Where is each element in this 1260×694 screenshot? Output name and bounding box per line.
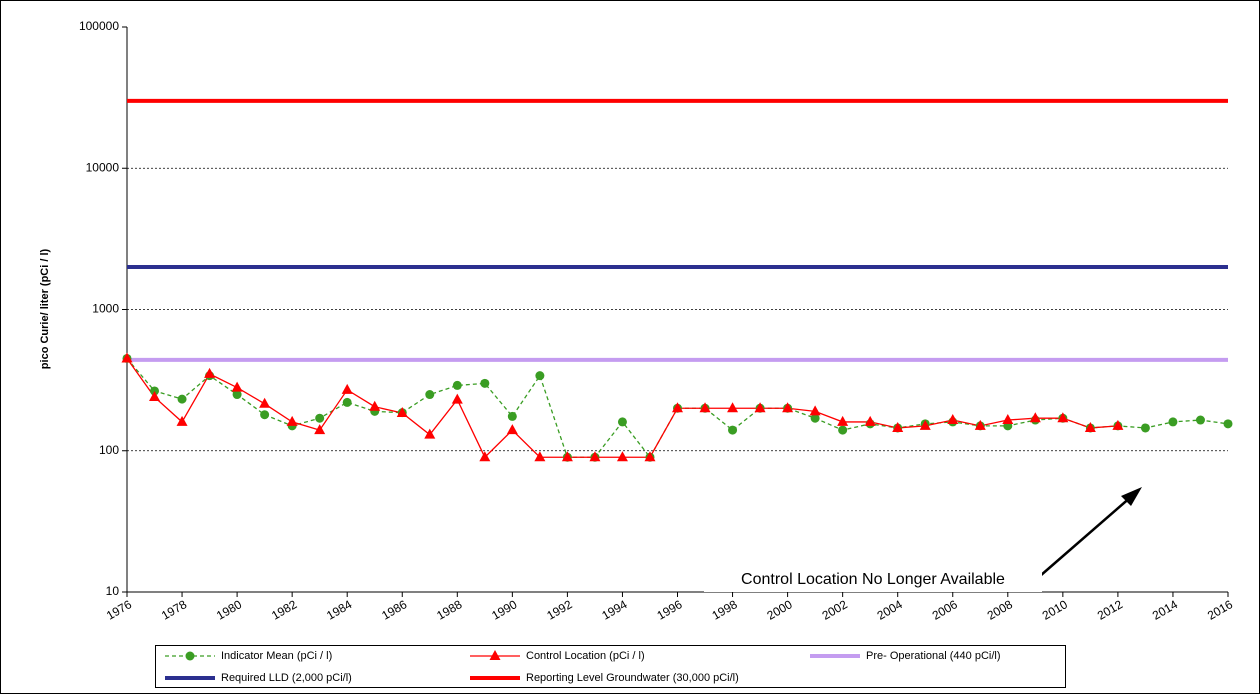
point: [451, 393, 463, 404]
legend-label: Control Location (pCi / l): [526, 650, 645, 662]
y-tick-label: 100: [99, 443, 119, 457]
point: [561, 451, 573, 462]
point: [919, 419, 931, 430]
point: [150, 386, 160, 396]
point: [728, 425, 738, 435]
point: [1195, 415, 1205, 425]
point: [1112, 419, 1124, 430]
point: [204, 367, 216, 378]
point: [177, 394, 187, 404]
point: [837, 415, 849, 426]
point: [396, 407, 408, 418]
point: [259, 397, 271, 408]
legend-label: Reporting Level Groundwater (30,000 pCi/…: [526, 672, 739, 684]
point: [314, 424, 326, 435]
point: [1084, 421, 1096, 432]
y-tick-label: 10: [106, 584, 120, 598]
point: [617, 417, 627, 427]
point: [1140, 423, 1150, 433]
legend-marker: [185, 651, 195, 661]
point: [672, 402, 683, 413]
point: [1168, 417, 1178, 427]
point: [534, 451, 546, 462]
legend-label: Required LLD (2,000 pCi/l): [221, 672, 352, 684]
point: [947, 414, 959, 425]
legend: [155, 645, 1066, 688]
point: [369, 400, 381, 411]
point: [506, 424, 518, 435]
point: [341, 383, 353, 394]
annotation-bg: [704, 568, 1042, 592]
point: [149, 391, 161, 402]
annotation-arrowhead: [1121, 487, 1142, 506]
point: [782, 402, 794, 413]
point: [452, 380, 462, 390]
point: [342, 397, 352, 407]
point: [727, 402, 739, 413]
point: [616, 451, 628, 462]
y-tick-label: 1000: [92, 302, 119, 316]
legend-label: Pre- Operational (440 pCi/l): [866, 650, 1001, 662]
legend-marker: [489, 650, 501, 660]
point: [479, 451, 491, 462]
annotation: Control Location No Longer Available: [741, 571, 1005, 588]
point: [315, 413, 325, 423]
point: [754, 402, 766, 413]
legend-label: Indicator Mean (pCi / l): [221, 650, 332, 662]
point: [892, 421, 904, 432]
point: [231, 381, 243, 392]
point: [260, 410, 270, 420]
point: [507, 411, 517, 421]
point: [810, 413, 820, 423]
annotation-arrow: [1039, 495, 1133, 577]
point: [424, 428, 436, 439]
point: [644, 451, 656, 462]
point: [1029, 412, 1041, 423]
point: [838, 425, 848, 435]
point: [176, 415, 188, 426]
point: [864, 415, 876, 426]
point: [699, 402, 711, 413]
point: [1002, 414, 1014, 425]
y-tick-label: 100000: [79, 19, 119, 33]
point: [121, 352, 133, 363]
y-axis-label: pico Curie/ liter (pCi / l): [39, 248, 51, 369]
point: [535, 371, 545, 381]
point: [589, 451, 601, 462]
point: [425, 390, 435, 400]
series-line: [126, 358, 1229, 459]
point: [1223, 419, 1233, 429]
y-tick-label: 10000: [86, 160, 120, 174]
point: [480, 378, 490, 388]
point: [809, 405, 821, 416]
point: [286, 415, 298, 426]
point: [232, 390, 242, 400]
point: [1057, 412, 1069, 423]
point: [974, 419, 986, 430]
